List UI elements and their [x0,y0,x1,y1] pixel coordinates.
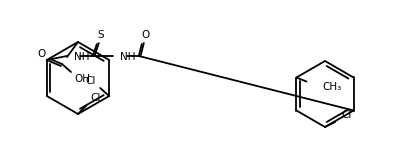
Text: O: O [142,30,150,40]
Text: O: O [38,49,46,59]
Text: OH: OH [74,74,90,84]
Text: Cl: Cl [91,93,101,103]
Text: Cl: Cl [342,110,352,120]
Text: S: S [98,30,104,40]
Text: Cl: Cl [85,76,95,86]
Text: NH: NH [120,52,135,62]
Text: CH₃: CH₃ [322,82,341,92]
Text: NH: NH [74,52,89,62]
